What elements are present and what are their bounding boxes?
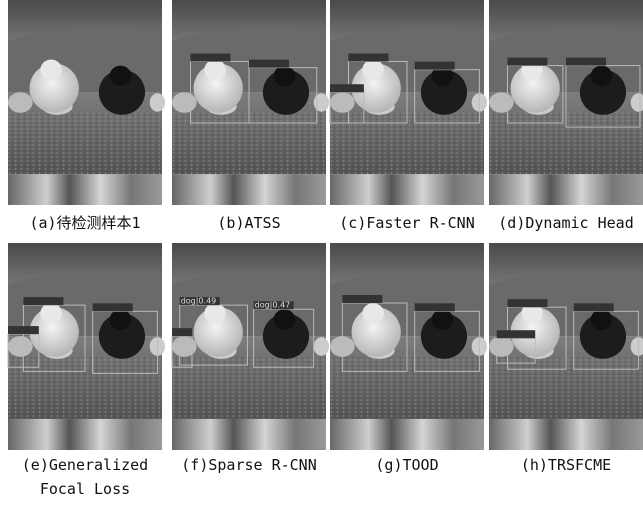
detection-label-bg — [249, 60, 289, 68]
white-head — [204, 59, 226, 80]
pebbles — [8, 113, 162, 175]
water — [8, 419, 162, 450]
panel — [489, 243, 643, 450]
caption: (b)ATSS — [217, 214, 280, 232]
panel — [330, 0, 487, 205]
water — [172, 419, 326, 450]
lamb — [489, 92, 514, 113]
water — [489, 419, 643, 450]
black-head — [110, 66, 132, 87]
detection-label-bg — [415, 62, 455, 70]
white-head — [362, 303, 384, 324]
water — [330, 419, 484, 450]
caption: (e)Generalized — [22, 456, 148, 474]
detection-label-bg — [574, 303, 614, 311]
caption: Focal Loss — [40, 480, 130, 498]
lamb — [8, 336, 33, 357]
detection-label-bg — [342, 295, 382, 303]
detection-label-bg — [566, 58, 606, 66]
detection-label-bg — [23, 297, 63, 305]
black-head — [110, 309, 132, 330]
water — [489, 174, 643, 205]
black-head — [274, 66, 296, 87]
detection-label-bg — [330, 84, 364, 92]
lamb — [150, 93, 165, 111]
lamb — [314, 337, 329, 356]
lamb — [314, 93, 329, 111]
lamb — [172, 92, 197, 113]
white-head — [362, 59, 384, 80]
panel — [8, 243, 165, 450]
panel — [330, 243, 487, 450]
lamb — [172, 336, 197, 357]
detection-label-bg — [190, 54, 230, 62]
lamb — [8, 92, 33, 113]
caption: (g)TOOD — [375, 456, 438, 474]
figure: (a)待检测样本1 (b)ATSS (c)Faster R-CNN (d)Dynami… — [0, 0, 643, 506]
detection-label-bg — [8, 326, 39, 334]
panel — [172, 0, 329, 205]
detection-label: dog|0.47 — [255, 301, 291, 310]
panel: dog|0.49 dog|0.47 — [172, 243, 329, 450]
black-head — [591, 66, 613, 87]
black-head — [591, 309, 613, 330]
black-head — [274, 309, 296, 330]
lamb — [489, 336, 514, 357]
detection-label: dog|0.49 — [181, 297, 217, 306]
white-head — [204, 303, 226, 324]
white-head — [40, 303, 62, 324]
white-head — [40, 59, 62, 80]
detection-label-bg — [348, 54, 388, 62]
detection-label-bg — [172, 328, 192, 336]
detection-label-bg — [93, 303, 133, 311]
detection-label-bg — [415, 303, 455, 311]
water — [8, 174, 162, 205]
water — [172, 174, 326, 205]
panel — [8, 0, 165, 205]
caption: (h)TRSFCME — [521, 456, 611, 474]
water — [330, 174, 484, 205]
lamb — [330, 92, 355, 113]
detection-label-bg — [507, 58, 547, 66]
detection-label-bg — [507, 299, 547, 307]
caption: (c)Faster R-CNN — [339, 214, 474, 232]
panel — [489, 0, 643, 205]
caption: (f)Sparse R-CNN — [181, 456, 316, 474]
caption: (a)待检测样本1 — [29, 214, 140, 232]
pebbles — [172, 357, 326, 419]
caption: (d)Dynamic Head — [498, 214, 633, 232]
detection-label-bg — [497, 330, 536, 338]
black-head — [432, 309, 454, 330]
